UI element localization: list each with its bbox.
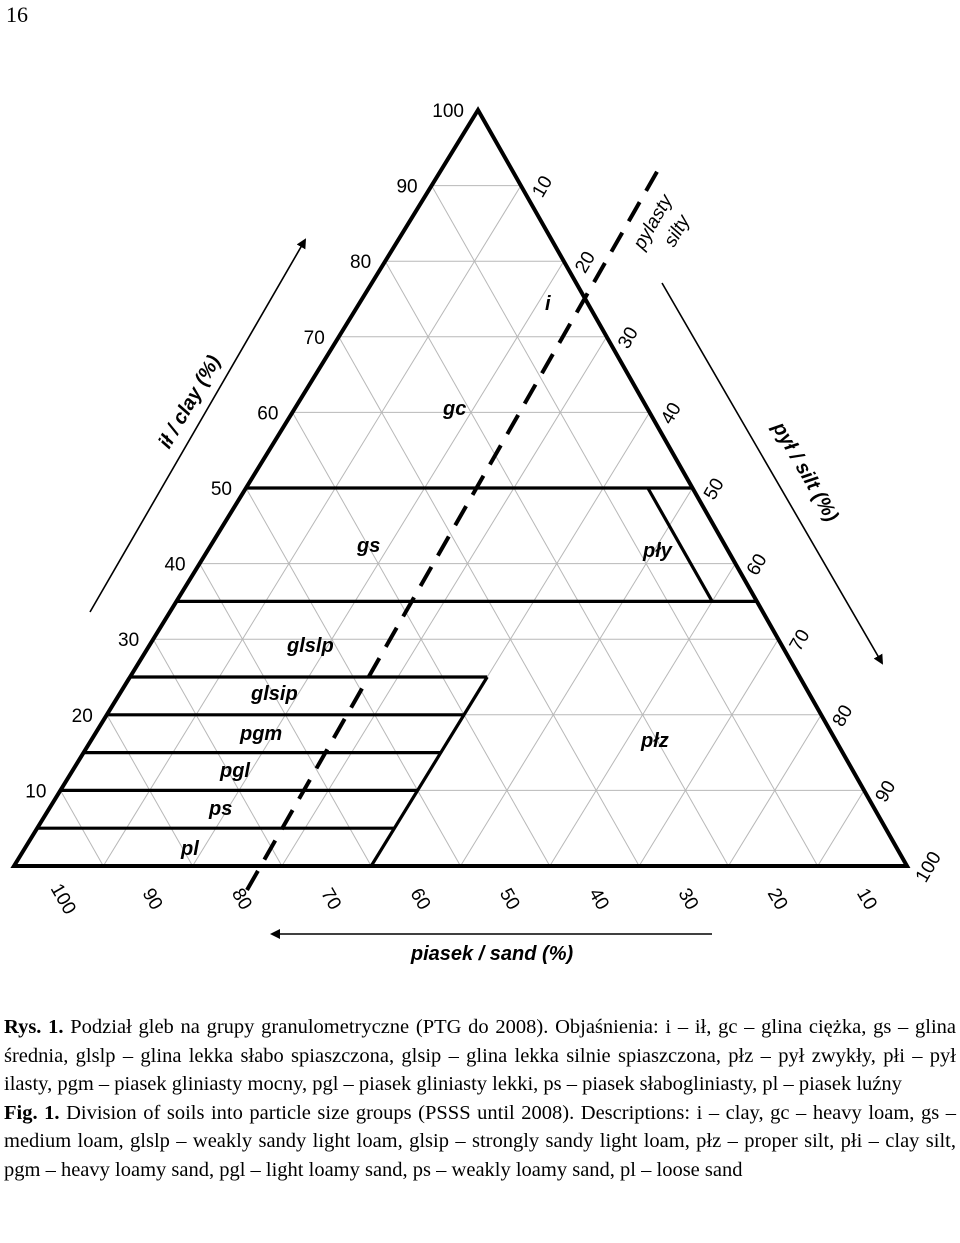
clay-tick-label: 40: [164, 555, 185, 576]
silt-tick-label: 100: [912, 848, 946, 886]
sand-tick-label: 90: [138, 885, 167, 914]
soil-texture-triangle: 10 20 30 40 50 60 70 80 90 100 10 20 30 40 50 60 70 80 90…: [10, 101, 946, 965]
clay-tick-label: 80: [350, 252, 371, 273]
caption-english-lead: Fig. 1.: [4, 1101, 60, 1124]
sand-tick-label: 60: [406, 885, 435, 914]
sand-axis-ticks: 100 90 80 70 60 50 40 30 20 10: [46, 880, 881, 918]
silt-axis-title: pył / silt (%): [767, 418, 842, 526]
caption-polish-text: Podział gleb na grupy granulometryczne (…: [4, 1016, 957, 1096]
clay-axis-title: ił / clay (%): [154, 351, 225, 452]
border-sand-5: [646, 487, 714, 603]
sand-tick-label: 50: [495, 885, 524, 914]
border-silt-40: [369, 676, 489, 867]
grid-line-sand-10: [431, 185, 819, 867]
region-label-gc: gc: [442, 398, 466, 420]
clay-tick-label: 90: [396, 177, 417, 198]
sand-tick-label: 80: [227, 885, 256, 914]
silt-tick-label: 70: [786, 626, 815, 655]
sand-tick-label: 20: [763, 885, 792, 914]
silt-tick-label: 40: [657, 399, 686, 428]
sand-tick-label: 100: [46, 880, 80, 918]
clay-tick-label: 50: [211, 479, 232, 500]
silt-tick-label: 60: [743, 550, 772, 579]
caption-polish: Rys. 1. Podział gleb na grupy granulomet…: [4, 1013, 956, 1099]
clay-tick-label: 30: [118, 630, 139, 651]
caption-english: Fig. 1. Division of soils into particle …: [4, 1099, 956, 1185]
region-label-i: i: [545, 293, 551, 315]
silt-tick-label: 50: [700, 475, 729, 504]
clay-tick-label: 60: [257, 403, 278, 424]
sand-tick-label: 40: [584, 885, 613, 914]
grid-lines: [59, 185, 865, 867]
clay-tick-label: 100: [432, 101, 464, 122]
clay-tick-label: 20: [72, 706, 93, 727]
grid-line-silt-50: [460, 487, 693, 867]
silty-boundary-dashed-line: [245, 162, 664, 891]
sand-tick-label: 70: [316, 885, 345, 914]
grid-line-silt-70: [638, 638, 779, 867]
clay-axis-ticks: 10 20 30 40 50 60 70 80 90 100: [25, 101, 464, 802]
grid-line-silt-80: [727, 714, 822, 867]
caption-english-text: Division of soils into particle size gro…: [4, 1101, 956, 1181]
caption-polish-lead: Rys. 1.: [4, 1016, 64, 1038]
silt-tick-label: 90: [872, 777, 901, 806]
region-label-plz: płz: [640, 730, 669, 752]
silt-tick-label: 80: [829, 702, 858, 731]
region-label-glsip: glsip: [250, 683, 298, 705]
grid-line-silt-60: [549, 563, 736, 867]
figure-caption: Rys. 1. Podział gleb na grupy granulomet…: [4, 1013, 956, 1185]
sand-tick-label: 10: [852, 885, 881, 914]
clay-axis-arrow: [89, 238, 307, 613]
silt-axis-arrow: [661, 282, 884, 665]
region-label-pl: pl: [180, 838, 199, 860]
silt-tick-label: 10: [528, 172, 557, 201]
region-label-gs: gs: [356, 535, 380, 557]
region-label-pli: pły: [642, 540, 673, 562]
sand-tick-label: 30: [673, 885, 702, 914]
class-borders: [37, 486, 757, 867]
page-number: 16: [6, 2, 28, 27]
triangle-outline: [10, 106, 911, 868]
grid-line-silt-10: [102, 185, 522, 867]
region-label-glslp: glslp: [286, 635, 334, 657]
silt-tick-label: 30: [614, 324, 643, 353]
clay-tick-label: 10: [25, 781, 46, 802]
silt-axis-ticks: 10 20 30 40 50 60 70 80 90 100: [528, 172, 945, 886]
clay-tick-label: 70: [304, 328, 325, 349]
silt-tick-label: 20: [571, 248, 600, 277]
region-label-ps: ps: [208, 798, 232, 820]
region-label-pgl: pgl: [219, 760, 250, 782]
region-label-pgm: pgm: [239, 723, 282, 745]
grid-line-silt-90: [817, 790, 865, 867]
sand-axis-title: piasek / sand (%): [410, 943, 574, 965]
